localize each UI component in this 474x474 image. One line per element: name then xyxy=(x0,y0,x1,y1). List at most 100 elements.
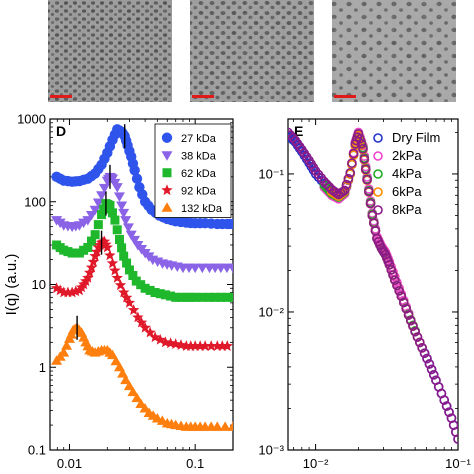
legend-marker xyxy=(373,187,383,197)
legend-marker xyxy=(162,168,172,178)
data-point xyxy=(105,201,115,211)
data-point xyxy=(422,353,432,364)
legend: 27 kDa 38 kDa 62 kDa 92 kDa 132 kDa xyxy=(154,123,232,218)
data-point xyxy=(118,208,130,219)
data-point xyxy=(140,283,150,293)
data-point xyxy=(84,266,96,278)
x-tick-label: 10⁻¹ xyxy=(445,456,471,471)
series-38-kda xyxy=(51,164,233,274)
data-point xyxy=(114,234,124,244)
tem-image-3 xyxy=(332,0,456,102)
data-point xyxy=(93,220,103,230)
data-point xyxy=(403,310,414,320)
x-tick-label: 10⁻² xyxy=(303,456,329,471)
data-point xyxy=(216,340,228,351)
data-point xyxy=(321,179,332,190)
series-92-kda xyxy=(50,230,233,351)
data-point xyxy=(388,270,398,280)
data-point xyxy=(227,263,233,274)
data-point xyxy=(189,263,201,274)
data-point xyxy=(205,340,217,351)
data-point xyxy=(410,326,420,337)
data-point xyxy=(453,434,458,444)
legend-entry: Dry Film xyxy=(392,130,440,145)
data-point xyxy=(111,183,123,193)
legend-entry: 92 kDa xyxy=(181,185,217,197)
data-point xyxy=(428,370,439,380)
data-point xyxy=(441,401,452,411)
scale-bar xyxy=(192,95,214,98)
data-point xyxy=(160,290,170,300)
data-point xyxy=(110,355,122,366)
data-point xyxy=(337,186,348,197)
data-point xyxy=(106,257,119,269)
data-point xyxy=(98,235,111,247)
data-point xyxy=(390,275,400,285)
series-62-kda xyxy=(52,191,233,302)
data-point xyxy=(347,158,357,168)
data-point xyxy=(356,139,367,149)
data-point xyxy=(386,265,397,275)
data-point xyxy=(222,292,232,302)
data-point xyxy=(405,315,416,326)
data-point xyxy=(97,210,107,220)
data-point xyxy=(343,173,354,184)
y-tick-label: 1 xyxy=(39,360,46,375)
data-point xyxy=(131,392,143,403)
data-point xyxy=(100,238,112,250)
minor-ticks xyxy=(50,119,233,450)
y-tick-label: 1000 xyxy=(17,112,46,127)
data-point xyxy=(114,279,127,291)
data-point xyxy=(129,235,141,246)
data-point xyxy=(362,174,372,185)
legend: Dry Film 2kPa 4kPa 6kPa 8kPa xyxy=(373,130,440,217)
data-point xyxy=(415,337,425,348)
data-point xyxy=(135,316,148,328)
data-point xyxy=(211,340,223,351)
legend-marker xyxy=(373,169,383,179)
data-point xyxy=(392,277,402,288)
legend-entry: 2kPa xyxy=(392,148,422,163)
data-point xyxy=(117,286,130,298)
legend-entry: 27 kDa xyxy=(181,133,217,145)
data-point xyxy=(129,165,140,176)
y-tick-label: 10 xyxy=(32,277,46,292)
tem-image-2 xyxy=(190,0,314,102)
data-point xyxy=(339,185,350,196)
data-point xyxy=(54,284,66,296)
data-point xyxy=(417,343,427,353)
data-point xyxy=(360,164,371,175)
data-point xyxy=(355,134,365,144)
data-point xyxy=(92,198,104,208)
data-point xyxy=(227,421,233,431)
data-point xyxy=(185,340,197,351)
data-point xyxy=(83,242,93,252)
y-tick-label: 100 xyxy=(24,194,46,209)
data-point xyxy=(107,208,117,218)
data-point xyxy=(139,321,151,333)
data-point xyxy=(384,259,395,270)
series-132-kda xyxy=(51,315,233,431)
legend-marker xyxy=(161,151,173,161)
data-point xyxy=(348,148,359,159)
data-point xyxy=(396,291,407,302)
data-point xyxy=(426,364,437,375)
data-point xyxy=(58,347,70,357)
data-point xyxy=(144,326,156,338)
data-point xyxy=(110,215,120,225)
data-point xyxy=(216,292,226,302)
legend-marker xyxy=(373,205,383,215)
x-tick-label: 0.1 xyxy=(186,456,204,471)
data-point xyxy=(155,289,165,299)
scale-bar xyxy=(50,95,72,98)
data-point xyxy=(171,292,181,302)
data-point xyxy=(104,249,116,261)
data-point xyxy=(345,167,356,178)
y-tick-label: 0.1 xyxy=(28,443,46,458)
data-point xyxy=(358,144,368,154)
data-point xyxy=(204,292,214,302)
data-point xyxy=(227,218,233,230)
data-point xyxy=(66,286,78,298)
data-point xyxy=(189,340,201,351)
data-point xyxy=(96,191,108,201)
